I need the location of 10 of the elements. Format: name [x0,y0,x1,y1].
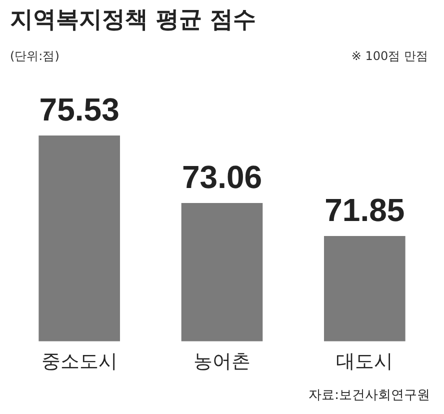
x-tick-label: 중소도시 [41,350,118,373]
text: ※ 100점 만점 [351,48,428,65]
annotation: 자료:보건사회연구원 [308,387,430,404]
x-tick-label: 대도시 [336,350,394,373]
data-label: 73.06 [182,158,262,195]
chart-title: 지역복지정책 평균 점수 [10,6,256,35]
data-label: 71.85 [324,192,405,228]
x-tick-label: 농어촌 [194,350,250,373]
chart-subtitle: (단위:점) [10,48,60,65]
data-label: 75.53 [39,91,120,128]
